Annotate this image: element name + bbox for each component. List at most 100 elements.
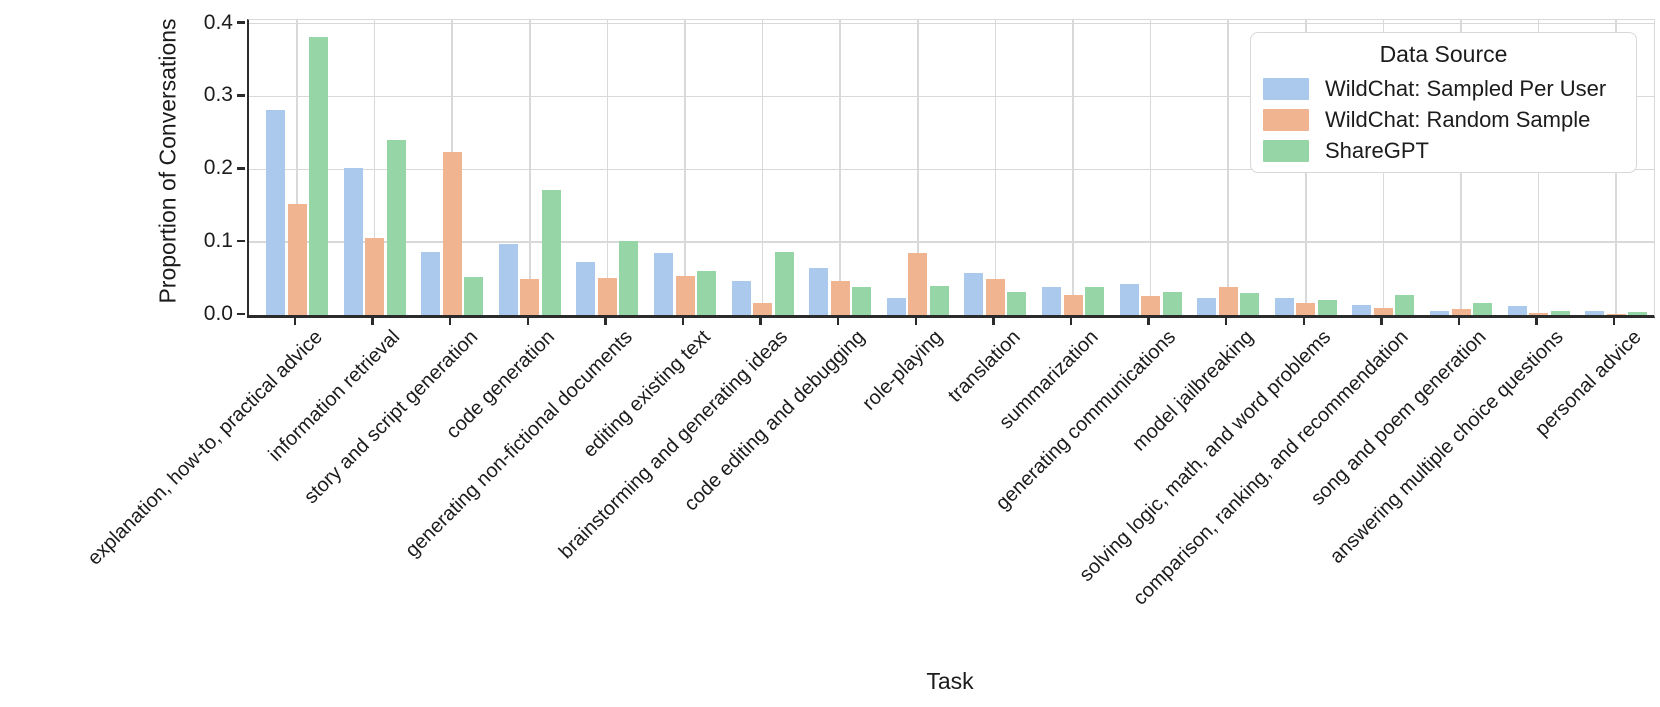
x-gridline (296, 20, 298, 315)
bar (1373, 308, 1393, 315)
bar (1430, 311, 1449, 315)
bar (1141, 296, 1161, 315)
x-tick-mark (1535, 317, 1538, 325)
bar (266, 110, 285, 315)
x-tick-mark (1069, 317, 1073, 325)
legend-title: Data Source (1379, 41, 1508, 67)
x-gridline (1072, 20, 1074, 315)
y-gridline (249, 241, 1654, 243)
x-tick-mark (293, 317, 297, 325)
bar (343, 168, 363, 315)
x-gridline (529, 20, 531, 315)
x-tick-mark (836, 317, 840, 325)
bar (1162, 292, 1182, 315)
y-tick-label: 0.3 (203, 83, 233, 107)
bar (520, 279, 540, 315)
x-tick-mark (914, 317, 918, 325)
bar (421, 252, 441, 315)
x-gridline (684, 20, 686, 315)
bar (1529, 313, 1549, 315)
bar (541, 190, 561, 315)
bar (985, 279, 1005, 315)
legend-item: WildChat: Sampled Per User (1263, 74, 1624, 105)
bar (675, 276, 695, 315)
bar (442, 152, 462, 315)
bar (1063, 295, 1083, 315)
x-gridline (1149, 20, 1152, 315)
bar (597, 278, 617, 315)
bar (697, 271, 716, 315)
bar (1451, 309, 1471, 315)
bar (498, 244, 518, 315)
x-tick-mark (992, 317, 995, 325)
x-tick-mark (1302, 317, 1306, 325)
legend-item-label: ShareGPT (1325, 137, 1429, 163)
y-tick-mark (237, 239, 245, 243)
y-tick-mark (237, 21, 245, 24)
x-gridline (994, 20, 997, 315)
bar (852, 287, 872, 315)
legend-swatch (1263, 78, 1309, 101)
bar (1473, 303, 1492, 315)
bar (908, 253, 928, 315)
legend-item-label: WildChat: Sampled Per User (1325, 76, 1607, 102)
bar (731, 281, 751, 315)
x-gridline (761, 20, 764, 315)
bar (753, 303, 773, 315)
bar (1274, 298, 1294, 315)
x-tick-mark (759, 317, 762, 325)
x-tick-label: role-playing (858, 326, 948, 415)
legend-swatch (1263, 139, 1309, 162)
bar (1042, 287, 1061, 315)
x-tick-label: translation (944, 326, 1025, 407)
y-tick-label: 0.4 (203, 10, 233, 34)
bar (1352, 305, 1372, 315)
bar (619, 241, 639, 315)
bar (654, 253, 673, 315)
x-tick-mark (681, 317, 685, 325)
legend-swatch (1263, 109, 1309, 131)
y-tick-mark (237, 94, 245, 97)
bar (1240, 293, 1260, 315)
x-tick-mark (371, 317, 374, 325)
y-gridline (249, 168, 1654, 171)
bar (1507, 306, 1527, 315)
bar (1606, 314, 1626, 315)
x-tick-label: information retrieval (264, 326, 405, 466)
x-gridline (839, 20, 841, 315)
x-tick-mark (1612, 317, 1616, 325)
x-gridline (606, 20, 609, 315)
x-gridline (1227, 20, 1229, 315)
bar (309, 37, 328, 315)
bar (464, 277, 484, 315)
bar (830, 281, 850, 315)
y-tick-label: 0.1 (203, 229, 233, 253)
bar (1395, 295, 1415, 315)
x-tick-mark (448, 317, 452, 325)
y-axis-label: Proportion of Conversations (154, 18, 181, 304)
bar (576, 262, 596, 315)
y-gridline (249, 95, 1654, 98)
legend: Data Source WildChat: Sampled Per User Wi… (1250, 32, 1637, 173)
x-axis-label: Task (926, 668, 974, 694)
x-tick-mark (1147, 317, 1150, 325)
bar (1085, 287, 1104, 315)
x-gridline (917, 20, 919, 315)
y-tick-label: 0.2 (203, 156, 233, 180)
x-tick-mark (526, 317, 530, 325)
bar (809, 268, 829, 315)
bar (1119, 284, 1139, 315)
bar (1007, 292, 1027, 315)
bar (1628, 312, 1648, 315)
bar (1197, 298, 1217, 315)
legend-item: ShareGPT (1263, 135, 1624, 166)
x-tick-mark (1224, 317, 1228, 325)
x-tick-mark (1457, 317, 1461, 325)
x-gridline (373, 20, 376, 315)
y-tick-mark (237, 167, 245, 170)
bar (1585, 311, 1605, 315)
bar (1317, 300, 1337, 315)
bar (386, 140, 406, 315)
legend-item-label: WildChat: Random Sample (1325, 107, 1591, 132)
bar (774, 252, 794, 315)
